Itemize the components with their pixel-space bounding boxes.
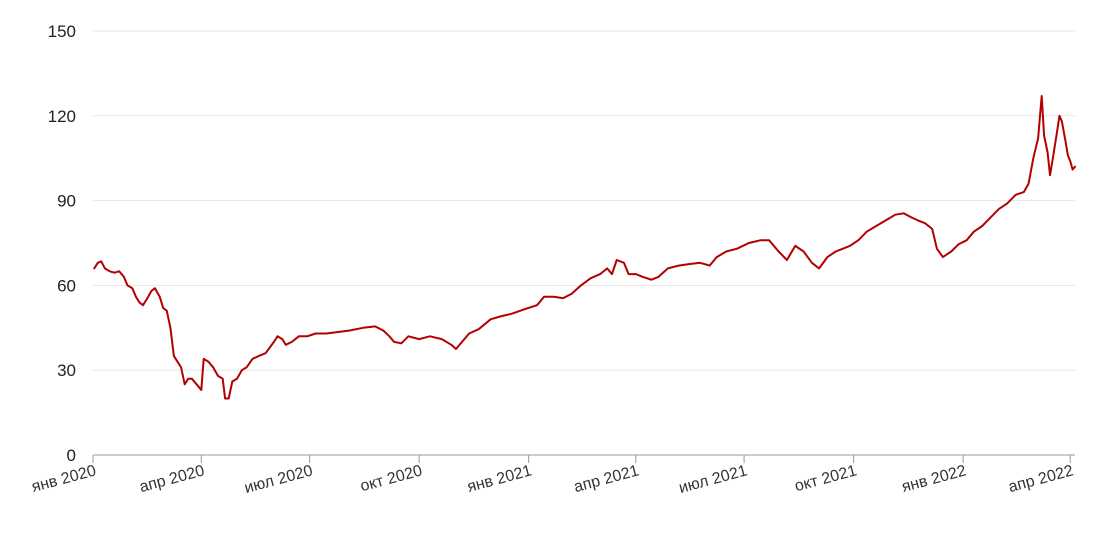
x-tick-label: окт 2021 (793, 462, 859, 495)
x-tick-label: апр 2022 (1007, 462, 1076, 496)
y-tick-label: 60 (57, 276, 76, 295)
x-axis: янв 2020 апр 2020 июл 2020 окт 2020 янв 2021… (30, 454, 1076, 497)
y-tick-label: 0 (67, 446, 76, 465)
x-tick-label: апр 2020 (138, 462, 207, 496)
x-tick-label: апр 2021 (572, 462, 641, 496)
grid-lines (93, 30, 1075, 371)
x-tick-label: янв 2021 (465, 462, 533, 496)
x-tick-label: янв 2020 (30, 462, 98, 496)
y-tick-label: 90 (57, 192, 76, 211)
y-tick-label: 150 (48, 22, 76, 41)
series-line (93, 95, 1076, 400)
x-tick-label: июл 2021 (677, 462, 749, 497)
x-tick-label: янв 2022 (900, 462, 968, 496)
x-tick-label: июл 2020 (243, 462, 315, 497)
x-tick-label: окт 2020 (358, 462, 424, 495)
y-tick-label: 120 (48, 107, 76, 126)
y-axis: 0 30 60 90 120 150 (48, 22, 76, 465)
series-layer (93, 95, 1076, 400)
y-tick-label: 30 (57, 361, 76, 380)
